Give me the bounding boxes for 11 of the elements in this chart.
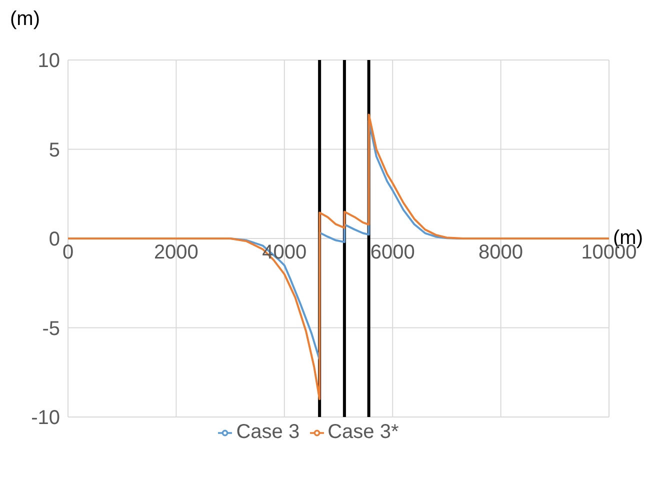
x-tick-label: 6000 [370, 242, 415, 264]
y-tick-label: -10 [31, 407, 60, 430]
legend-label: Case 3* [328, 421, 399, 443]
y-axis-title: (m) [10, 8, 40, 31]
y-tick-label: 5 [48, 139, 60, 162]
y-tick-label: 10 [38, 50, 60, 72]
x-tick-label: 0 [62, 242, 74, 264]
legend-label: Case 3 [236, 421, 300, 443]
x-tick-label: 2000 [154, 242, 198, 264]
x-tick-label: 8000 [478, 242, 524, 264]
y-tick-label: -5 [42, 318, 60, 340]
